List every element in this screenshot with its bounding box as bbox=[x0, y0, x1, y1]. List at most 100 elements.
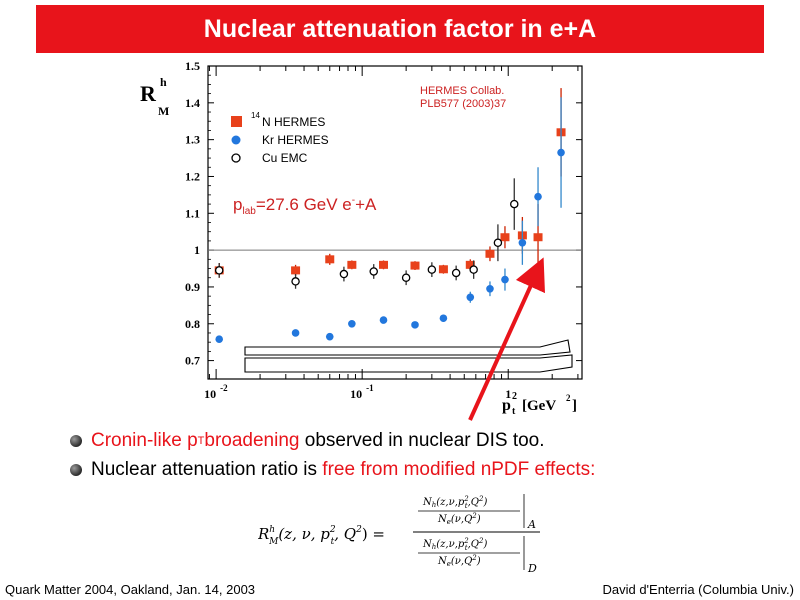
data-point-cu-emc bbox=[493, 238, 503, 248]
data-point-cu-emc bbox=[214, 266, 224, 275]
y-tick-label: 0.7 bbox=[185, 354, 200, 368]
reference-annotation-line2: PLB577 (2003)37 bbox=[420, 98, 506, 110]
formula-bot-num-args: (z,ν,p bbox=[436, 539, 465, 550]
y-tick-label: 1 bbox=[194, 243, 200, 257]
data-point-kr-hermes bbox=[518, 238, 527, 247]
legend-n-sup: 14 bbox=[251, 111, 260, 120]
data-point-n-hermes bbox=[465, 260, 475, 269]
x-axis-label-sup: 2 bbox=[512, 391, 517, 402]
bullet-dot bbox=[70, 463, 82, 476]
data-point-cu-emc bbox=[339, 269, 349, 279]
data-point-kr-hermes bbox=[215, 335, 224, 344]
data-point-cu-emc bbox=[451, 268, 461, 278]
legend-n-label: N HERMES bbox=[262, 115, 325, 129]
data-point-n-hermes bbox=[325, 255, 335, 264]
x-tick-label: 1 bbox=[505, 387, 511, 401]
bullet-cronin-sub: T bbox=[197, 434, 205, 447]
data-point-kr-hermes bbox=[348, 319, 356, 328]
formula-args-a: (z, ν, p bbox=[278, 525, 330, 543]
y-tick-label: 1.5 bbox=[185, 59, 200, 73]
data-point-kr-hermes bbox=[486, 284, 494, 293]
legend-marker-n bbox=[231, 116, 242, 127]
formula-top-sub: t bbox=[465, 502, 468, 510]
y-label-main: R bbox=[140, 81, 157, 106]
formula-pt-sup: 2 bbox=[329, 525, 336, 535]
x-tick-label-exponent: -2 bbox=[220, 383, 228, 393]
formula-bot-sub: t bbox=[465, 544, 468, 552]
data-point-cu-emc bbox=[369, 267, 378, 276]
y-tick-label: 1.3 bbox=[185, 133, 200, 147]
x-tick-label: 10 bbox=[204, 387, 216, 401]
formula-top-den-args: (ν,Q bbox=[451, 514, 472, 525]
y-tick-label: 1.1 bbox=[185, 206, 200, 220]
bullet-ratio-black: Nuclear attenuation ratio is bbox=[91, 458, 323, 480]
formula-bot-den-sub: e bbox=[447, 560, 451, 568]
data-point-kr-hermes bbox=[411, 321, 419, 329]
y-axis-label-sub: M bbox=[158, 104, 169, 118]
data-point-kr-hermes bbox=[291, 329, 300, 337]
highlight-arrow bbox=[468, 257, 545, 421]
formula-top-den: N bbox=[437, 514, 448, 525]
footer-author: David d'Enterria (Columbia Univ.) bbox=[602, 582, 794, 597]
legend-kr-label: Kr HERMES bbox=[262, 133, 329, 147]
y-tick-label: 0.9 bbox=[185, 280, 200, 294]
bullet-cronin-red-a: Cronin-like p bbox=[91, 429, 198, 451]
data-point-kr-hermes bbox=[439, 314, 448, 323]
formula-bot-den-close: ) bbox=[476, 556, 481, 567]
x-axis: 10 -2 10 -1 1 bbox=[204, 66, 579, 401]
formula-bot-q-sup: 2 bbox=[478, 537, 484, 545]
beam-tail: +A bbox=[355, 195, 377, 214]
data-point-kr-hermes bbox=[501, 275, 509, 284]
x-axis-label-unit-close: ] bbox=[572, 398, 577, 414]
beam-p: p bbox=[233, 195, 242, 214]
formula-top-den-sub: e bbox=[447, 518, 451, 526]
formula-close: ) = bbox=[362, 525, 385, 543]
legend: 14 N HERMES Kr HERMES Cu EMC bbox=[231, 111, 329, 165]
formula-R: R bbox=[258, 525, 269, 543]
slide-title: Nuclear attenuation factor in e+A bbox=[36, 5, 764, 53]
svg-text:Ne(ν,Q2): Ne(ν,Q2) bbox=[437, 554, 481, 568]
x-axis-label-unit: [GeV bbox=[522, 398, 556, 414]
formula-bot-num: N bbox=[422, 539, 433, 550]
x-axis-label-unit-sup: 2 bbox=[566, 393, 571, 403]
y-axis-label: R bbox=[140, 81, 157, 106]
y-tick-label: 0.8 bbox=[185, 317, 200, 331]
beam-p-sub: lab bbox=[242, 206, 256, 217]
beam-e-sup: - bbox=[352, 195, 355, 206]
attenuation-formula: Rh M(z, ν, p2 t, Q2) = Nh(z,ν,p2 t,Q2) Ne(ν… bbox=[258, 494, 540, 574]
data-point-n-hermes bbox=[410, 261, 420, 270]
systematic-band-lower bbox=[244, 354, 573, 373]
x-tick-label-exponent: -1 bbox=[366, 383, 374, 393]
svg-text:RhM(z, ν, p2t, Q2) =: Rh M(z, ν, p2 t, Q2) = bbox=[258, 525, 385, 547]
x-tick-label: 10 bbox=[350, 387, 362, 401]
formula-top-num-args: (z,ν,p bbox=[436, 497, 465, 508]
data-point-n-hermes bbox=[485, 249, 495, 258]
y-tick-label: 1.2 bbox=[185, 169, 200, 183]
data-point-cu-emc bbox=[401, 273, 411, 282]
legend-marker-cu bbox=[231, 153, 241, 163]
data-point-n-hermes bbox=[438, 265, 448, 274]
formula-top-q-sup: 2 bbox=[478, 495, 484, 503]
formula-top-num: N bbox=[422, 497, 433, 508]
data-point-n-hermes bbox=[533, 233, 543, 242]
formula-top-sup: 2 bbox=[463, 495, 469, 503]
bullet-cronin-black: observed in nuclear DIS too. bbox=[299, 429, 545, 451]
data-point-cu-emc bbox=[510, 199, 519, 209]
data-point-kr-hermes bbox=[557, 148, 565, 157]
formula-top-den-sup: 2 bbox=[471, 512, 477, 520]
formula-top-den-close: ) bbox=[476, 514, 481, 525]
formula-bot-den-sup: 2 bbox=[471, 554, 477, 562]
formula-bot-num-close: ) bbox=[482, 539, 487, 550]
data-point-n-hermes bbox=[500, 233, 510, 242]
bullet-ratio-red: free from modified nPDF effects: bbox=[322, 458, 596, 480]
legend-cu-label: Cu EMC bbox=[262, 151, 308, 165]
formula-R-sub: M bbox=[268, 537, 279, 547]
formula-pt-sub: t bbox=[331, 537, 335, 547]
formula-bot-num-args2: ,Q bbox=[468, 539, 479, 550]
svg-text:Ne(ν,Q2): Ne(ν,Q2) bbox=[437, 512, 481, 526]
data-point-cu-emc bbox=[469, 265, 478, 274]
plot-frame bbox=[207, 65, 583, 380]
data-point-kr-hermes bbox=[379, 316, 388, 324]
formula-bot-num-sub: h bbox=[432, 543, 437, 551]
